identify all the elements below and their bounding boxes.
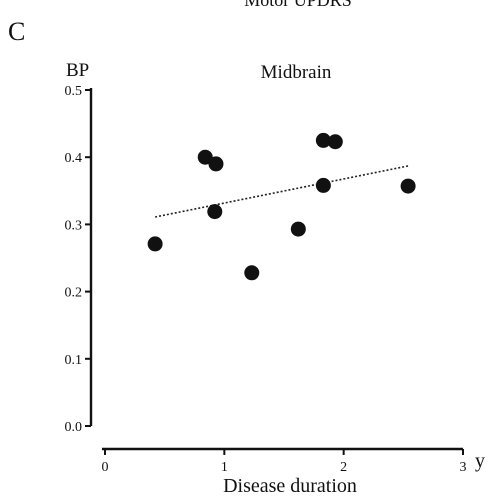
data-point xyxy=(315,177,331,193)
y-tick-label: 0.0 xyxy=(65,420,83,435)
data-point xyxy=(244,265,260,281)
top-title: Motor UPDRS xyxy=(244,0,352,10)
x-tick-label: 1 xyxy=(221,460,228,475)
y-tick-label: 0.2 xyxy=(65,286,83,301)
y-tick-label: 0.1 xyxy=(65,353,83,368)
y-axis-label: BP xyxy=(66,60,89,81)
x-ticks: 0 1 2 3 xyxy=(102,449,467,475)
x-unit-label: y xyxy=(475,450,485,472)
y-tick-label: 0.5 xyxy=(65,84,83,99)
data-point xyxy=(208,156,224,172)
x-tick-label: 3 xyxy=(460,460,467,475)
data-point xyxy=(400,178,416,194)
y-tick-label: 0.3 xyxy=(65,218,83,233)
data-points xyxy=(147,132,416,281)
trend-line xyxy=(154,165,409,218)
x-tick-label: 0 xyxy=(102,460,109,475)
data-point xyxy=(207,204,223,220)
y-tick-label: 0.4 xyxy=(65,151,83,166)
data-point xyxy=(315,132,331,148)
chart-title: Midbrain xyxy=(261,62,332,83)
data-point xyxy=(147,236,163,252)
y-ticks: 0.0 0.1 0.2 0.3 0.4 0.5 xyxy=(65,84,91,435)
x-axis-label: Disease duration xyxy=(223,475,357,497)
panel-letter: C xyxy=(8,17,25,46)
x-tick-label: 2 xyxy=(340,460,347,475)
data-point xyxy=(290,221,306,237)
data-point xyxy=(197,149,213,165)
data-point xyxy=(327,134,343,150)
